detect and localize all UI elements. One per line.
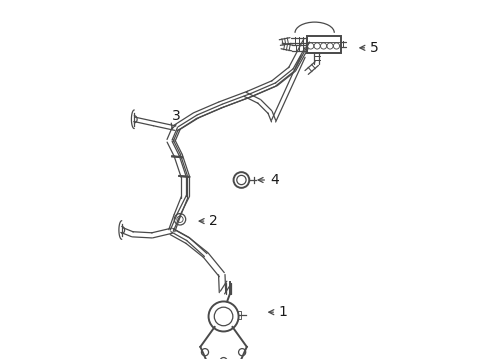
Text: 5: 5 bbox=[360, 41, 379, 55]
Text: 4: 4 bbox=[258, 173, 279, 187]
Bar bbox=[238, 311, 241, 319]
Text: 2: 2 bbox=[199, 214, 218, 228]
Bar bbox=[307, 36, 341, 53]
Text: 1: 1 bbox=[269, 305, 288, 319]
Text: 3: 3 bbox=[171, 109, 180, 129]
